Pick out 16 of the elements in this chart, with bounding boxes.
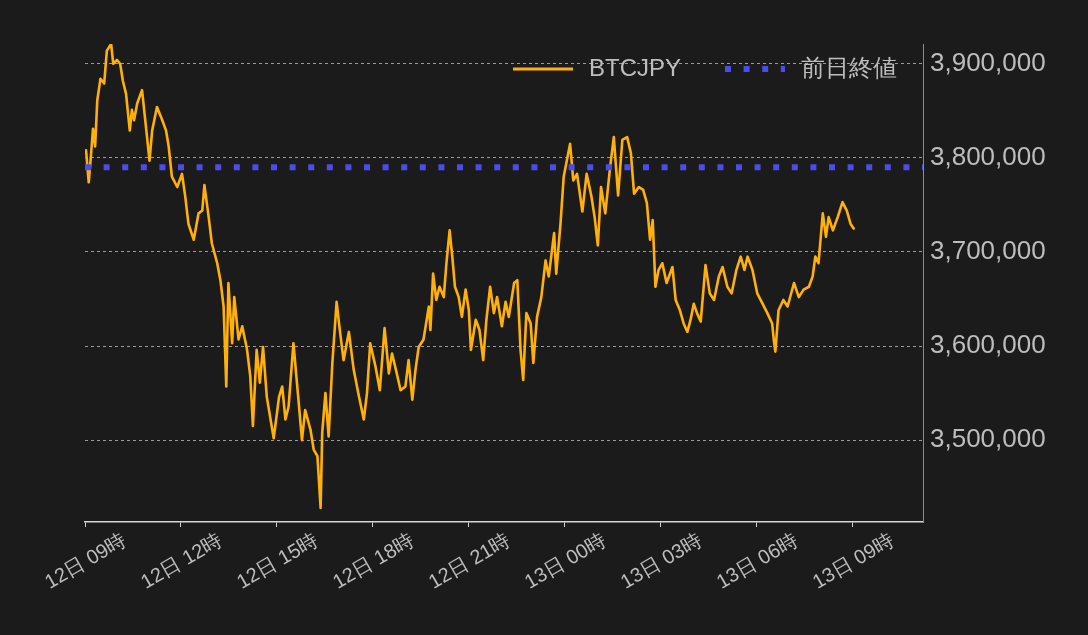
x-tick-label: 13日 00時 — [520, 528, 610, 593]
x-tick-label: 12日 21時 — [424, 528, 514, 593]
x-tick-label: 13日 06時 — [712, 528, 802, 593]
legend-label: BTCJPY — [588, 53, 681, 81]
y-tick-label: 3,600,000 — [930, 329, 1046, 360]
y-tick-label: 3,500,000 — [930, 423, 1046, 454]
legend-label: 前日終値 — [801, 53, 897, 81]
x-tick-label: 12日 15時 — [232, 528, 322, 593]
x-tick-label: 12日 18時 — [328, 528, 418, 593]
x-tick-label: 12日 09時 — [40, 528, 130, 593]
x-tick-label: 12日 12時 — [136, 528, 226, 593]
y-tick-label: 3,800,000 — [930, 141, 1046, 172]
x-tick-label: 13日 09時 — [808, 528, 898, 593]
y-tick-label: 3,700,000 — [930, 235, 1046, 266]
x-tick-label: 13日 03時 — [616, 528, 706, 593]
y-tick-label: 3,900,000 — [930, 46, 1046, 77]
